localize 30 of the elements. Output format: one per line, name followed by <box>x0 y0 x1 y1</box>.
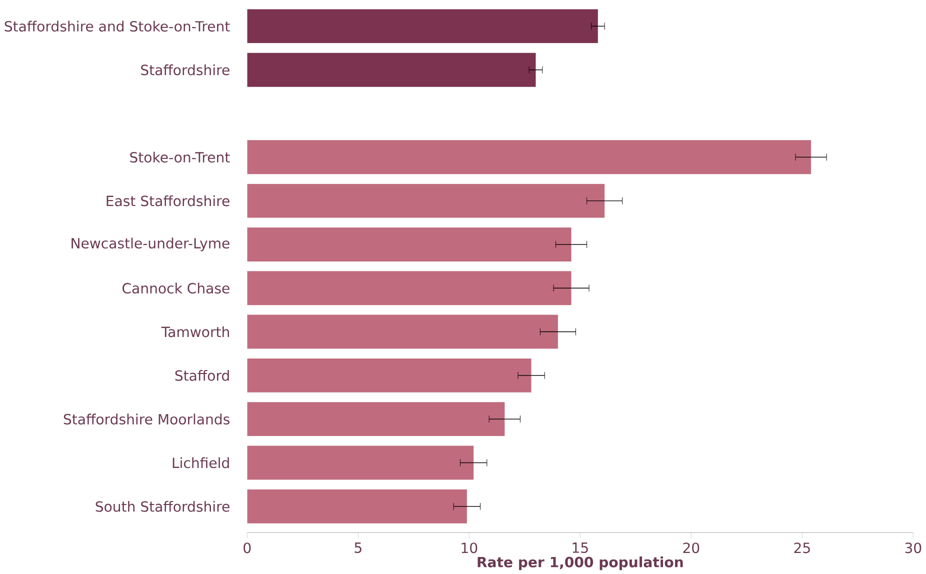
x-axis-title: Rate per 1,000 population <box>478 556 683 570</box>
x-tick-label: 0 <box>244 542 251 554</box>
x-tick-label: 15 <box>572 542 588 554</box>
x-tick-label: 20 <box>683 542 700 554</box>
bar <box>247 140 812 174</box>
bar <box>247 358 532 392</box>
y-tick-label: Staffordshire Moorlands <box>64 414 230 425</box>
bar <box>247 52 536 87</box>
bar <box>247 446 474 480</box>
y-tick-label: Stoke-on-Trent <box>130 152 230 163</box>
bar <box>247 184 605 218</box>
bar <box>247 314 558 349</box>
bar <box>247 227 572 262</box>
y-tick-label: East Staffordshire <box>106 195 230 206</box>
x-tick-label: 30 <box>905 542 922 554</box>
y-tick-label: South Staffordshire <box>96 500 230 512</box>
x-tick-label: 5 <box>354 542 362 554</box>
bar <box>247 402 505 436</box>
y-tick-label: Staffordshire and Stoke-on-Trent <box>4 20 230 32</box>
x-tick-label: 25 <box>794 542 810 554</box>
y-tick-label: Lichfield <box>172 457 229 468</box>
y-tick-label: Newcastle-under-Lyme <box>72 238 230 252</box>
y-tick-label: Cannock Chase <box>122 282 230 294</box>
bar <box>247 9 598 44</box>
bar <box>247 271 572 306</box>
bar <box>247 489 467 524</box>
y-tick-label: Tamworth <box>161 326 229 338</box>
y-tick-label: Staffordshire <box>141 64 230 76</box>
x-tick-label: 10 <box>462 542 478 554</box>
y-tick-label: Stafford <box>175 370 229 381</box>
